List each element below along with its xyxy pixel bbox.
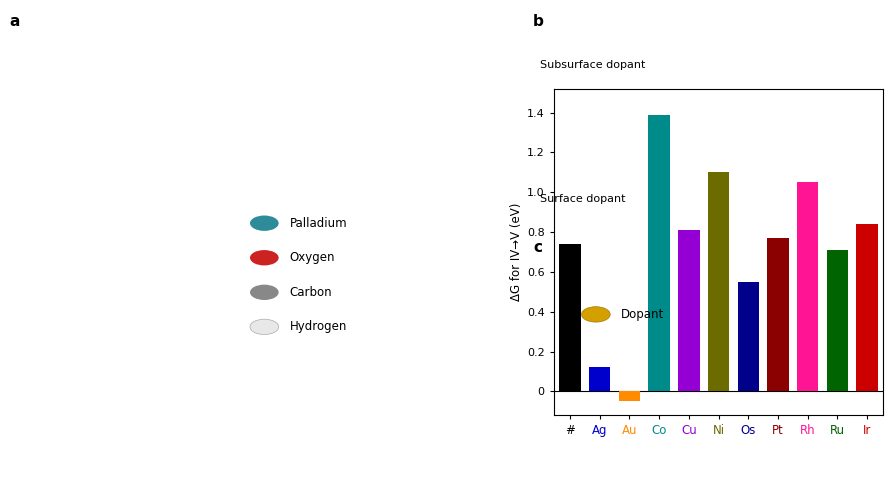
Text: b: b (533, 14, 544, 29)
Bar (649, 115, 670, 391)
Text: Dopant: Dopant (621, 308, 664, 321)
Text: Surface dopant: Surface dopant (540, 194, 625, 204)
Bar (559, 244, 581, 391)
Y-axis label: ΔG for IV→V (eV): ΔG for IV→V (eV) (510, 203, 522, 301)
Bar (619, 391, 640, 401)
Bar (737, 282, 759, 391)
Text: Palladium: Palladium (289, 216, 347, 230)
Text: Oxygen: Oxygen (289, 251, 335, 264)
Bar (767, 238, 788, 391)
Bar (797, 182, 818, 391)
Bar (678, 230, 700, 391)
Text: c: c (533, 240, 542, 255)
Bar (708, 172, 729, 391)
Text: Subsurface dopant: Subsurface dopant (540, 60, 646, 70)
Bar (589, 367, 610, 391)
Text: Carbon: Carbon (289, 286, 332, 299)
Text: a: a (9, 14, 20, 29)
Text: Hydrogen: Hydrogen (289, 320, 347, 334)
Bar (857, 224, 878, 391)
Bar (827, 250, 849, 391)
